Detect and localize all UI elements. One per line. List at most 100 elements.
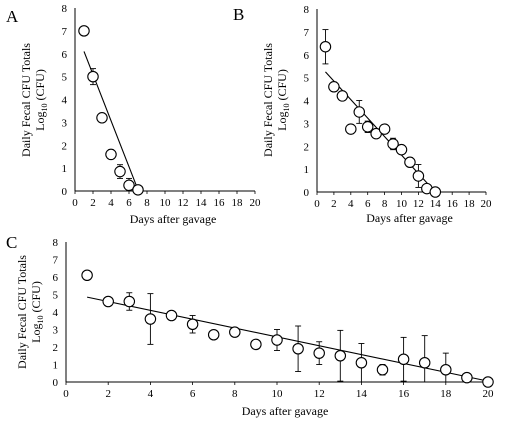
panel-a-y-tick-label: 0 [62, 186, 68, 198]
panel-c-y-tick-label: 4 [53, 307, 59, 319]
panel-c-x-tick-label: 14 [356, 388, 368, 400]
panel-b-x-tick-label: 10 [396, 198, 408, 210]
panel-a-data-point [78, 25, 90, 37]
panel-a-y-tick-label: 1 [62, 163, 68, 175]
panel-a-x-tick-label: 0 [72, 197, 78, 209]
panel-c-data-point [440, 363, 452, 376]
panel-a-x-axis-title: Days after gavage [130, 212, 217, 226]
panel-c-data-point [461, 371, 473, 384]
panel-b-x-tick-label: 0 [314, 198, 320, 210]
panel-b-x-tick-label: 4 [348, 198, 354, 210]
panel-c-x-tick-label: 16 [398, 388, 410, 400]
panel-a-y-tick-label: 3 [62, 117, 68, 129]
panel-c-y-axis-title-line2: Log10 (CFU) [29, 281, 45, 343]
panel-a-x-tick-label: 20 [250, 197, 262, 209]
panel-a-x-tick-label: 12 [178, 197, 189, 209]
panel-c-x-tick-label: 18 [440, 388, 452, 400]
panel-c-data-point [81, 269, 93, 281]
panel-c-data-point [250, 338, 262, 351]
panel-c-data-point [123, 295, 136, 308]
panel-b-y-tick-label: 8 [304, 4, 310, 16]
panel-b-y-tick-label: 3 [304, 118, 310, 130]
panel-c-x-tick-label: 12 [314, 388, 325, 400]
panel-b-y-tick-label: 5 [304, 73, 310, 85]
panel-b-y-tick-label: 4 [304, 96, 310, 108]
panel-a-x-tick-label: 6 [126, 197, 132, 209]
panel-c-trendline [86, 296, 489, 382]
panel-c-y-tick-label: 2 [53, 342, 59, 354]
panel-a-y-tick-label: 6 [62, 49, 68, 61]
panel-c-data-point [207, 328, 220, 341]
panel-c-y-tick-label: 3 [53, 325, 59, 337]
panel-c-data-point [376, 363, 389, 376]
panel-b-data-point [412, 170, 425, 182]
panel-b-x-axis-title: Days after gavage [366, 211, 453, 225]
panel-a-y-axis-title-line1: Daily Fecal CFU Totals [19, 43, 33, 157]
panel-b-y-tick-label: 7 [304, 27, 310, 39]
panel-c-letter: C [6, 233, 17, 252]
panel-a-x-tick-label: 18 [232, 197, 244, 209]
panel-a-data-point [96, 112, 108, 124]
panel-c-data-point [165, 309, 178, 322]
panel-a-data-point [123, 179, 135, 192]
panel-a-x-tick-label: 4 [108, 197, 114, 209]
panel-a-y-axis-title-line2: Log10 (CFU) [33, 69, 49, 131]
panel-a-y-tick-label: 7 [62, 26, 68, 38]
panel-c-data-point [418, 356, 431, 369]
panel-b-x-tick-label: 20 [481, 198, 493, 210]
panel-b-y-tick-label: 0 [304, 187, 310, 199]
panel-b-data-point [361, 121, 374, 133]
panel-a-x-tick-label: 16 [214, 197, 226, 209]
panel-a-x-tick-label: 2 [90, 197, 96, 209]
panel-b-data-point [328, 81, 340, 93]
panel-b-data-point [319, 40, 332, 53]
panel-a-data-point [87, 70, 99, 83]
panel-b-data-point [395, 143, 408, 156]
panel-c-y-tick-label: 0 [53, 377, 59, 389]
panel-b-data-point [353, 106, 365, 118]
panel-b-data-point [429, 186, 442, 198]
panel-b-data-point [336, 90, 349, 102]
panel-c-x-tick-label: 2 [105, 388, 111, 400]
panel-c-data-point [102, 295, 114, 308]
panel-b-x-tick-label: 2 [331, 198, 337, 210]
panel-c-data-point [482, 376, 494, 388]
panel-c-data-point [334, 349, 347, 362]
panel-a-x-tick-label: 8 [144, 197, 150, 209]
panel-c-y-tick-label: 8 [53, 237, 59, 249]
panel-b-x-tick-label: 6 [365, 198, 371, 210]
panel-b-data-point [387, 138, 399, 150]
panel-c-x-axis-title: Days after gavage [242, 404, 329, 418]
panel-c-y-tick-label: 1 [53, 360, 59, 372]
panel-b-data-point [345, 123, 357, 135]
panel-c-data-point [271, 334, 283, 346]
panel-a-letter: A [6, 7, 19, 26]
panel-b-y-axis-title-line2: Log10 (CFU) [275, 69, 291, 131]
panel-c-x-tick-label: 6 [190, 388, 196, 400]
panel-a-y-tick-label: 2 [62, 140, 68, 152]
panel-b-x-tick-label: 12 [413, 198, 424, 210]
panel-c-data-point [355, 356, 368, 369]
panel-b-data-point [378, 123, 391, 135]
panel-c-data-point [397, 353, 410, 365]
panel-c-x-tick-label: 4 [148, 388, 154, 400]
panel-a-y-tick-label: 8 [62, 3, 68, 15]
panel-c-data-point [229, 326, 241, 338]
panel-b-y-axis-title-line1: Daily Fecal CFU Totals [261, 43, 275, 157]
panel-b-y-tick-label: 6 [304, 50, 310, 62]
panel-b-y-tick-label: 2 [304, 141, 310, 153]
panel-b-data-point [404, 156, 416, 169]
panel-c-data-point [313, 347, 325, 359]
panel-c-y-tick-label: 5 [53, 290, 59, 302]
panel-c-data-point [186, 318, 199, 330]
panel-b-x-tick-label: 8 [382, 198, 388, 210]
panel-c-y-tick-label: 6 [53, 272, 59, 284]
panel-a-x-tick-label: 10 [160, 197, 172, 209]
panel-a-data-point [132, 184, 144, 196]
panel-c-x-tick-label: 0 [63, 388, 69, 400]
panel-b-x-tick-label: 16 [447, 198, 459, 210]
